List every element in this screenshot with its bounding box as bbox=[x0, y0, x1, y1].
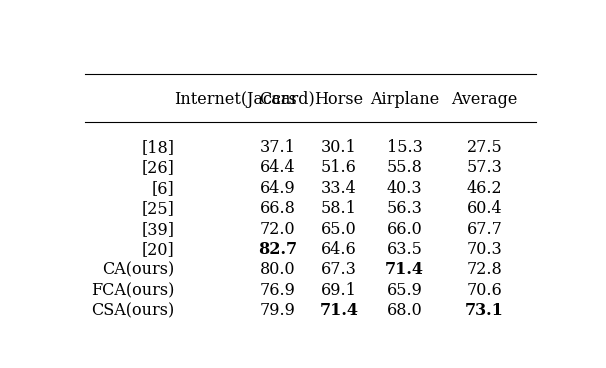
Text: 40.3: 40.3 bbox=[387, 180, 422, 197]
Text: 65.0: 65.0 bbox=[321, 221, 356, 238]
Text: 67.3: 67.3 bbox=[321, 262, 357, 279]
Text: 66.8: 66.8 bbox=[260, 200, 296, 217]
Text: 71.4: 71.4 bbox=[385, 262, 424, 279]
Text: Horse: Horse bbox=[314, 91, 364, 108]
Text: 27.5: 27.5 bbox=[467, 139, 502, 156]
Text: 82.7: 82.7 bbox=[258, 241, 298, 258]
Text: 65.9: 65.9 bbox=[387, 282, 422, 299]
Text: 30.1: 30.1 bbox=[321, 139, 356, 156]
Text: 67.7: 67.7 bbox=[467, 221, 502, 238]
Text: 73.1: 73.1 bbox=[465, 302, 504, 319]
Text: 71.4: 71.4 bbox=[319, 302, 358, 319]
Text: 56.3: 56.3 bbox=[387, 200, 422, 217]
Text: CA(ours): CA(ours) bbox=[102, 262, 175, 279]
Text: 58.1: 58.1 bbox=[321, 200, 357, 217]
Text: 64.9: 64.9 bbox=[260, 180, 296, 197]
Text: 64.4: 64.4 bbox=[260, 159, 296, 177]
Text: [18]: [18] bbox=[141, 139, 175, 156]
Text: CSA(ours): CSA(ours) bbox=[91, 302, 175, 319]
Text: Airplane: Airplane bbox=[370, 91, 439, 108]
Text: Cars: Cars bbox=[259, 91, 296, 108]
Text: 63.5: 63.5 bbox=[387, 241, 422, 258]
Text: 72.8: 72.8 bbox=[467, 262, 502, 279]
Text: 68.0: 68.0 bbox=[387, 302, 422, 319]
Text: Internet(Jaccard): Internet(Jaccard) bbox=[175, 91, 315, 108]
Text: 37.1: 37.1 bbox=[260, 139, 296, 156]
Text: 64.6: 64.6 bbox=[321, 241, 356, 258]
Text: 70.3: 70.3 bbox=[467, 241, 502, 258]
Text: 76.9: 76.9 bbox=[260, 282, 296, 299]
Text: 79.9: 79.9 bbox=[260, 302, 296, 319]
Text: 46.2: 46.2 bbox=[467, 180, 502, 197]
Text: 15.3: 15.3 bbox=[387, 139, 422, 156]
Text: FCA(ours): FCA(ours) bbox=[91, 282, 175, 299]
Text: 55.8: 55.8 bbox=[387, 159, 422, 177]
Text: 60.4: 60.4 bbox=[467, 200, 502, 217]
Text: [26]: [26] bbox=[142, 159, 175, 177]
Text: [20]: [20] bbox=[142, 241, 175, 258]
Text: Average: Average bbox=[451, 91, 518, 108]
Text: 70.6: 70.6 bbox=[467, 282, 502, 299]
Text: [39]: [39] bbox=[141, 221, 175, 238]
Text: 51.6: 51.6 bbox=[321, 159, 357, 177]
Text: 33.4: 33.4 bbox=[321, 180, 356, 197]
Text: 57.3: 57.3 bbox=[467, 159, 502, 177]
Text: 69.1: 69.1 bbox=[321, 282, 357, 299]
Text: 72.0: 72.0 bbox=[260, 221, 296, 238]
Text: [25]: [25] bbox=[142, 200, 175, 217]
Text: [6]: [6] bbox=[152, 180, 175, 197]
Text: 66.0: 66.0 bbox=[387, 221, 422, 238]
Text: 80.0: 80.0 bbox=[260, 262, 296, 279]
